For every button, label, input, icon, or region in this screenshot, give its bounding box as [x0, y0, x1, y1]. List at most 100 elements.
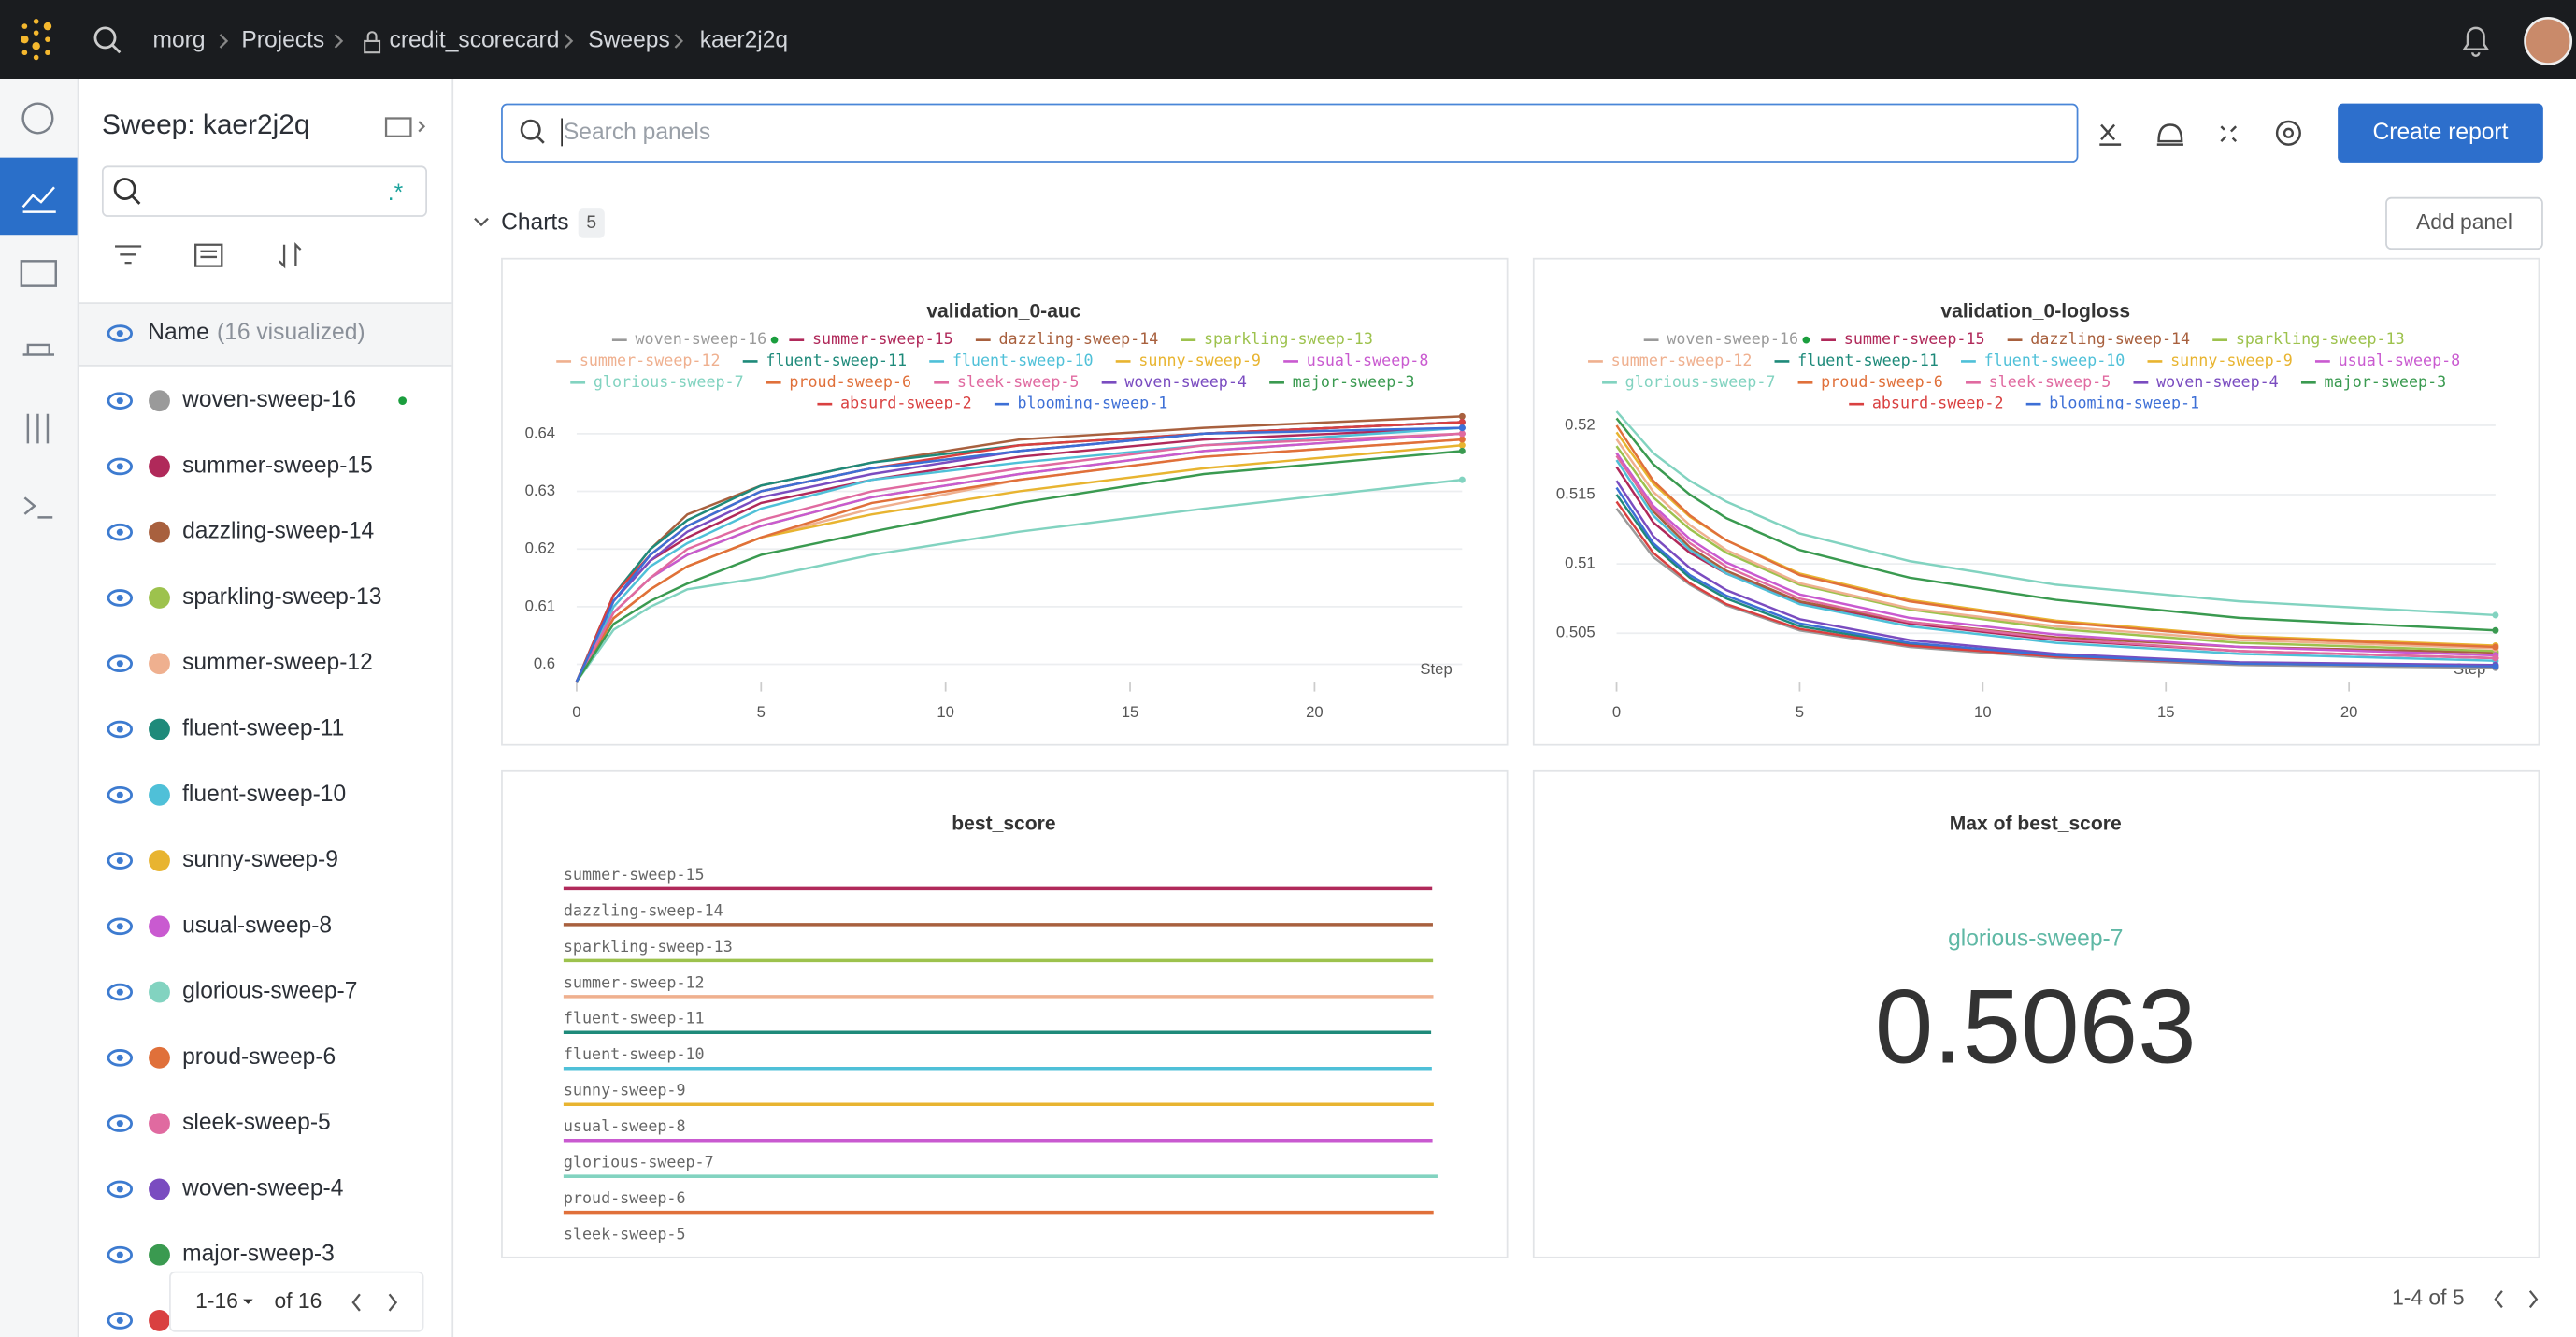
add-panel-button[interactable]: [2385, 196, 2543, 251]
run-page-arrows[interactable]: [351, 1293, 398, 1312]
run-color[interactable]: [149, 390, 170, 412]
run-name[interactable]: woven-sweep-4: [181, 1175, 343, 1200]
panel-page-arrows[interactable]: [2494, 1290, 2539, 1309]
run-color[interactable]: [149, 521, 170, 543]
panel[interactable]: [1532, 769, 2540, 1258]
section-collapse[interactable]: [474, 217, 489, 227]
run-color[interactable]: [149, 1178, 170, 1200]
legend-label: sleek-sweep-5: [957, 373, 1080, 391]
series-line: [575, 432, 1463, 683]
add-panel-label[interactable]: Add panel: [2416, 209, 2512, 234]
avatar[interactable]: [2524, 17, 2573, 65]
run-color[interactable]: [149, 1244, 170, 1266]
run-eye[interactable]: [107, 457, 134, 476]
legend-running: [1802, 336, 1810, 344]
series-end-point: [1458, 436, 1466, 443]
run-eye[interactable]: [107, 1180, 134, 1199]
x-axis-settings[interactable]: [2099, 123, 2122, 146]
run-name[interactable]: sunny-sweep-9: [182, 847, 338, 872]
run-color[interactable]: [149, 455, 170, 478]
series-end-point: [1458, 412, 1466, 420]
run-color[interactable]: [149, 653, 170, 675]
run-eye[interactable]: [107, 654, 134, 673]
filter-icon[interactable]: [115, 245, 142, 265]
run-name[interactable]: usual-sweep-8: [182, 913, 332, 938]
x-tick-label: 20: [2340, 703, 2358, 721]
legend-label: proud-sweep-6: [789, 373, 911, 391]
run-eye-pupil: [116, 1120, 123, 1128]
create-report-label[interactable]: Create report: [2373, 120, 2509, 145]
run-color[interactable]: [149, 1113, 170, 1135]
charts-icon[interactable]: [21, 186, 56, 213]
run-name[interactable]: woven-sweep-16: [181, 387, 356, 412]
run-eye[interactable]: [107, 983, 134, 1001]
panel-settings[interactable]: [2275, 120, 2301, 146]
name-column[interactable]: Name: [148, 320, 209, 345]
header-eye[interactable]: [107, 324, 134, 342]
section-title[interactable]: Charts: [501, 209, 568, 235]
run-color[interactable]: [149, 1310, 170, 1331]
x-tick-label: 5: [757, 703, 766, 721]
run-eye[interactable]: [107, 523, 134, 541]
bell-icon[interactable]: [2462, 26, 2490, 57]
run-name[interactable]: sparkling-sweep-13: [182, 584, 381, 610]
breadcrumb-item[interactable]: Projects: [241, 27, 324, 52]
run-eye[interactable]: [107, 1312, 134, 1330]
run-eye[interactable]: [107, 392, 134, 410]
terminal-icon[interactable]: [23, 496, 53, 519]
sweep-icon[interactable]: [22, 343, 55, 356]
run-name[interactable]: dazzling-sweep-14: [182, 519, 374, 544]
group-icon[interactable]: [194, 243, 223, 267]
breadcrumb-item[interactable]: credit_scorecard: [390, 27, 560, 52]
run-eye[interactable]: [107, 917, 134, 936]
workspace-tab-active[interactable]: [0, 157, 78, 236]
run-color[interactable]: [149, 784, 170, 806]
info-icon[interactable]: [21, 102, 54, 135]
run-eye[interactable]: [107, 1114, 134, 1132]
regex-toggle[interactable]: .*: [388, 180, 404, 206]
run-name[interactable]: fluent-sweep-10: [182, 782, 346, 807]
run-name[interactable]: sleek-sweep-5: [182, 1110, 331, 1135]
run-color[interactable]: [149, 915, 170, 938]
run-name[interactable]: summer-sweep-15: [182, 453, 373, 478]
y-tick-label: 0.515: [1556, 484, 1596, 502]
run-name[interactable]: summer-sweep-12: [182, 650, 373, 675]
run-name[interactable]: fluent-sweep-11: [182, 716, 344, 741]
table-icon[interactable]: [20, 260, 57, 287]
legend-label: sunny-sweep-9: [2170, 352, 2293, 369]
run-color[interactable]: [149, 718, 170, 740]
params-icon[interactable]: [26, 413, 50, 444]
run-eye-pupil: [116, 791, 123, 798]
run-eye[interactable]: [107, 720, 134, 739]
logo[interactable]: [21, 19, 52, 61]
series-line: [575, 426, 1463, 683]
run-color[interactable]: [149, 587, 170, 609]
run-eye[interactable]: [107, 589, 134, 607]
table-toggle[interactable]: [384, 117, 426, 137]
run-name[interactable]: glorious-sweep-7: [182, 979, 357, 1004]
sidebar-title: Sweep: kaer2j2q: [102, 109, 309, 140]
smoothing-settings[interactable]: [2156, 123, 2183, 146]
breadcrumb-item[interactable]: morg: [152, 27, 205, 52]
breadcrumb-item[interactable]: Sweeps: [588, 27, 670, 52]
run-eye[interactable]: [107, 852, 134, 870]
run-eye[interactable]: [107, 1245, 134, 1264]
run-range[interactable]: 1-16: [195, 1288, 238, 1313]
sort-icon[interactable]: [278, 241, 302, 269]
run-eye[interactable]: [107, 1049, 134, 1067]
run-eye-pupil: [116, 1316, 123, 1324]
run-color[interactable]: [149, 1046, 170, 1069]
breadcrumb-item[interactable]: kaer2j2q: [700, 27, 788, 52]
run-search[interactable]: [101, 165, 427, 217]
run-eye[interactable]: [107, 785, 134, 804]
outlier-settings[interactable]: [2220, 125, 2238, 142]
legend-label: summer-sweep-15: [1844, 330, 1985, 348]
legend-label: woven-sweep-4: [1124, 373, 1247, 391]
create-report-button[interactable]: [2338, 103, 2543, 163]
run-color[interactable]: [149, 981, 170, 1003]
run-name[interactable]: major-sweep-3: [182, 1242, 335, 1267]
panel-search[interactable]: [501, 103, 2079, 163]
top-search-icon[interactable]: [93, 26, 122, 54]
run-color[interactable]: [149, 850, 170, 871]
run-name[interactable]: proud-sweep-6: [182, 1044, 336, 1070]
